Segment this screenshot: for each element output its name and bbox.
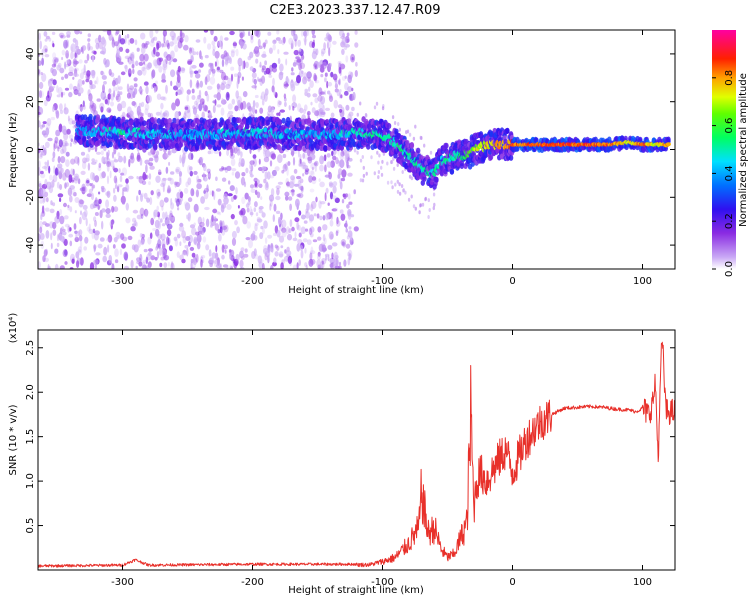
snr-line (38, 341, 675, 568)
x-tick-label: -200 (241, 577, 264, 588)
snr-x-axis: -300 -200 -100 0 100 (111, 330, 652, 588)
x-tick-label: 0 (509, 276, 515, 287)
x-tick-label: -100 (371, 276, 394, 287)
x-tick-label: -300 (111, 276, 134, 287)
spectrogram-x-axis: -300 -200 -100 0 100 (111, 30, 652, 287)
x-tick-label: 100 (633, 276, 652, 287)
spectrogram-marks (38, 30, 671, 269)
y-tick-label: 2.0 (25, 384, 36, 400)
colorbar-label: Normalized spectral amplitude (738, 73, 749, 227)
x-tick-label: -100 (371, 577, 394, 588)
colorbar-tick-label: 0.4 (724, 165, 735, 181)
snr-panel: -300 -200 -100 0 100 0.5 1.0 1.5 2.0 2.5 Height … (8, 313, 676, 596)
y-tick-label: -20 (25, 189, 36, 205)
colorbar-gradient (712, 30, 736, 269)
y-tick-label: 0.5 (25, 518, 36, 534)
colorbar-axis: 0.0 0.2 0.4 0.6 0.8 (712, 70, 735, 277)
y-tick-label: 0 (25, 146, 36, 152)
page-title: C2E3.2023.337.12.47.R09 (269, 3, 440, 18)
y-tick-label: 2.5 (25, 340, 36, 356)
snr-marks (38, 341, 675, 568)
spectrogram-x-label: Height of straight line (km) (288, 285, 424, 296)
snr-y-label: SNR (10 * v/v) (8, 404, 19, 475)
snr-frame (37, 329, 676, 571)
y-tick-label: 1.5 (25, 429, 36, 445)
x-tick-label: 0 (509, 577, 515, 588)
snr-x-label: Height of straight line (km) (288, 585, 424, 596)
x-tick-label: -300 (111, 577, 134, 588)
y-tick-label: 1.0 (25, 473, 36, 489)
colorbar-tick-label: 0.6 (724, 118, 735, 134)
snr-y-scale-label: (x10⁴) (8, 313, 19, 344)
y-tick-label: -40 (25, 237, 36, 253)
x-tick-label: 100 (633, 577, 652, 588)
spectrogram-y-axis: -40 -20 0 20 40 (25, 48, 675, 253)
spectrogram-y-label: Frequency (Hz) (8, 112, 19, 188)
y-tick-label: 40 (25, 48, 36, 61)
colorbar-tick-label: 0.2 (724, 213, 735, 229)
colorbar-tick-label: 0.0 (724, 261, 735, 277)
y-tick-label: 20 (25, 95, 36, 108)
colorbar-tick-label: 0.8 (724, 70, 735, 86)
colorbar: 0.0 0.2 0.4 0.6 0.8 Normalized spectral ampl… (712, 30, 749, 277)
snr-y-axis: 0.5 1.0 1.5 2.0 2.5 (25, 340, 675, 534)
x-tick-label: -200 (241, 276, 264, 287)
